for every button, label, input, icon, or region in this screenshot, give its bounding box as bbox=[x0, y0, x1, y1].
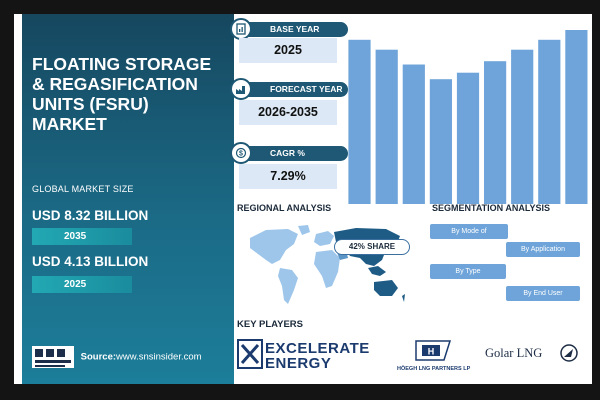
bar-6 bbox=[511, 49, 534, 204]
cagr-label: CAGR % bbox=[234, 146, 348, 161]
excelerate-energy-logo: EXCELERATE ENERGY bbox=[265, 340, 370, 372]
new-zealand-region bbox=[402, 294, 405, 302]
segment-end-user: By End User bbox=[506, 286, 580, 301]
market-value-2035: USD 8.32 BILLION bbox=[32, 208, 149, 223]
source-line: Source:www.snsinsider.com bbox=[32, 346, 202, 368]
bar-0 bbox=[348, 39, 371, 204]
market-value-2025: USD 4.13 BILLION bbox=[32, 254, 149, 269]
segment-mode-of-transportation: By Mode of Transportation bbox=[430, 224, 508, 250]
source-url[interactable]: www.snsinsider.com bbox=[116, 351, 202, 363]
factory-icon bbox=[230, 78, 252, 100]
forecast-year-label: FORECAST YEAR bbox=[234, 82, 348, 97]
bar-1 bbox=[375, 49, 398, 204]
bar-8 bbox=[565, 30, 588, 204]
forecast-year-value: 2026-2035 bbox=[239, 100, 337, 125]
north-america-region bbox=[250, 229, 298, 264]
market-growth-bar-chart bbox=[348, 30, 588, 204]
segment-application: By Application bbox=[506, 242, 580, 257]
document-chart-icon bbox=[230, 18, 252, 40]
bar-4 bbox=[456, 72, 480, 204]
svg-text:H: H bbox=[428, 347, 435, 357]
base-year-label: BASE YEAR bbox=[234, 22, 348, 37]
infographic-card: FLOATING STORAGE & REGASIFICATION UNITS … bbox=[14, 14, 592, 384]
segmentation-analysis-heading: SEGMENTATION ANALYSIS bbox=[432, 203, 551, 213]
summary-panel: FLOATING STORAGE & REGASIFICATION UNITS … bbox=[22, 14, 234, 384]
cagr-value: 7.29% bbox=[239, 164, 337, 189]
hoegh-flag-icon: H bbox=[415, 340, 452, 361]
report-title: FLOATING STORAGE & REGASIFICATION UNITS … bbox=[32, 54, 212, 134]
key-players-heading: KEY PLAYERS bbox=[237, 319, 303, 330]
regional-analysis-heading: REGIONAL ANALYSIS bbox=[237, 203, 332, 213]
europe-region bbox=[314, 231, 334, 246]
dollar-coin-icon: $ bbox=[230, 142, 252, 164]
source-label: Source: bbox=[80, 351, 117, 363]
world-map bbox=[250, 225, 405, 304]
bar-5 bbox=[484, 61, 507, 204]
southeast-asia-region bbox=[368, 266, 386, 276]
south-america-region bbox=[278, 268, 298, 304]
bar-3 bbox=[429, 79, 452, 204]
golar-lng-logo: Golar LNG bbox=[485, 346, 543, 360]
global-market-size-label: GLOBAL MARKET SIZE bbox=[32, 184, 134, 194]
year-badge-2025: 2025 bbox=[32, 276, 132, 293]
golar-emblem-icon bbox=[560, 344, 578, 362]
bar-7 bbox=[538, 39, 561, 204]
segment-type: By Type bbox=[430, 264, 506, 279]
regional-share-callout: 42% SHARE bbox=[334, 239, 410, 255]
bar-2 bbox=[402, 64, 425, 204]
svg-text:$: $ bbox=[239, 151, 243, 158]
year-badge-2035: 2035 bbox=[32, 228, 132, 245]
australia-region bbox=[374, 280, 398, 296]
sns-insider-logo bbox=[32, 346, 74, 368]
greenland-region bbox=[298, 225, 310, 235]
hoegh-lng-logo: HÖEGH LNG PARTNERS LP bbox=[397, 366, 471, 372]
excelerate-logo-icon bbox=[237, 339, 263, 369]
base-year-value: 2025 bbox=[239, 38, 337, 63]
africa-region bbox=[314, 250, 340, 288]
